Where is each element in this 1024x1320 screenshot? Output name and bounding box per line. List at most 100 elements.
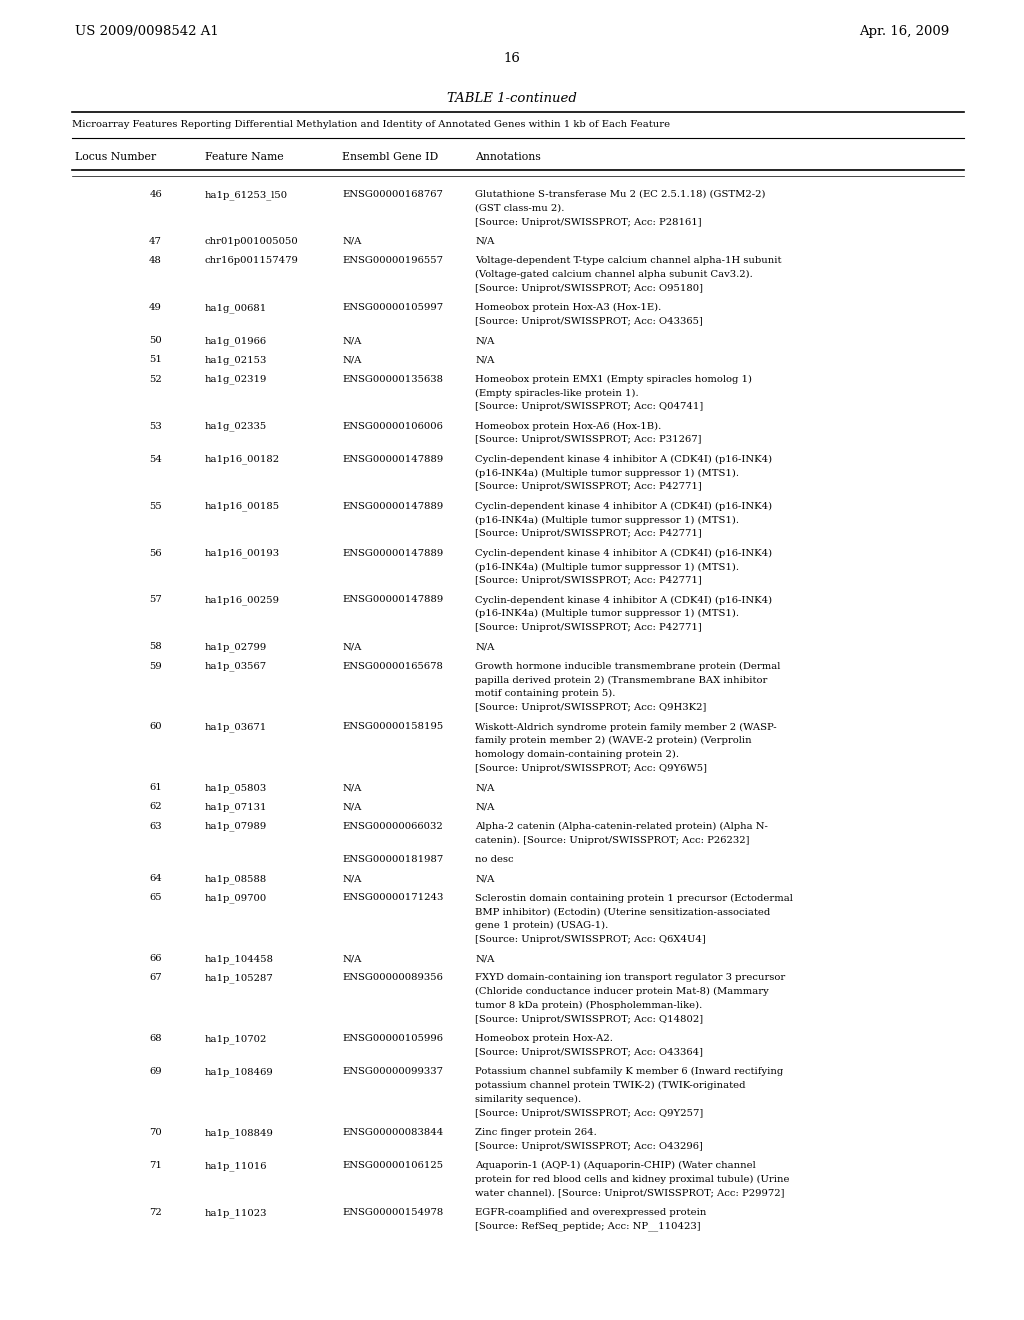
Text: ha1p_61253_l50: ha1p_61253_l50 <box>205 190 288 199</box>
Text: [Source: Uniprot/SWISSPROT; Acc: Q9Y257]: [Source: Uniprot/SWISSPROT; Acc: Q9Y257] <box>475 1109 703 1118</box>
Text: 68: 68 <box>150 1034 162 1043</box>
Text: homology domain-containing protein 2).: homology domain-containing protein 2). <box>475 750 679 759</box>
Text: N/A: N/A <box>475 803 495 812</box>
Text: ENSG00000106006: ENSG00000106006 <box>342 421 442 430</box>
Text: ENSG00000147889: ENSG00000147889 <box>342 502 443 511</box>
Text: Feature Name: Feature Name <box>205 152 284 162</box>
Text: N/A: N/A <box>342 783 361 792</box>
Text: (p16-INK4a) (Multiple tumor suppressor 1) (MTS1).: (p16-INK4a) (Multiple tumor suppressor 1… <box>475 516 739 524</box>
Text: 65: 65 <box>150 894 162 903</box>
Text: ha1g_02319: ha1g_02319 <box>205 375 267 384</box>
Text: BMP inhibitor) (Ectodin) (Uterine sensitization-associated: BMP inhibitor) (Ectodin) (Uterine sensit… <box>475 907 770 916</box>
Text: [Source: Uniprot/SWISSPROT; Acc: P28161]: [Source: Uniprot/SWISSPROT; Acc: P28161] <box>475 218 701 227</box>
Text: Microarray Features Reporting Differential Methylation and Identity of Annotated: Microarray Features Reporting Differenti… <box>72 120 670 129</box>
Text: 70: 70 <box>150 1127 162 1137</box>
Text: ha1p_10702: ha1p_10702 <box>205 1034 267 1044</box>
Text: ha1p16_00182: ha1p16_00182 <box>205 455 281 465</box>
Text: potassium channel protein TWIK-2) (TWIK-originated: potassium channel protein TWIK-2) (TWIK-… <box>475 1081 745 1090</box>
Text: N/A: N/A <box>475 874 495 883</box>
Text: Cyclin-dependent kinase 4 inhibitor A (CDK4I) (p16-INK4): Cyclin-dependent kinase 4 inhibitor A (C… <box>475 549 772 558</box>
Text: ha1g_02153: ha1g_02153 <box>205 355 267 366</box>
Text: ha1p_03567: ha1p_03567 <box>205 661 267 672</box>
Text: Voltage-dependent T-type calcium channel alpha-1H subunit: Voltage-dependent T-type calcium channel… <box>475 256 781 265</box>
Text: Homeobox protein Hox-A6 (Hox-1B).: Homeobox protein Hox-A6 (Hox-1B). <box>475 421 662 430</box>
Text: no desc: no desc <box>475 855 514 863</box>
Text: 58: 58 <box>150 643 162 651</box>
Text: Homeobox protein Hox-A3 (Hox-1E).: Homeobox protein Hox-A3 (Hox-1E). <box>475 304 662 313</box>
Text: (p16-INK4a) (Multiple tumor suppressor 1) (MTS1).: (p16-INK4a) (Multiple tumor suppressor 1… <box>475 562 739 572</box>
Text: N/A: N/A <box>475 954 495 964</box>
Text: 62: 62 <box>150 803 162 812</box>
Text: N/A: N/A <box>475 337 495 346</box>
Text: 63: 63 <box>150 821 162 830</box>
Text: 59: 59 <box>150 661 162 671</box>
Text: ha1p_05803: ha1p_05803 <box>205 783 267 793</box>
Text: EGFR-coamplified and overexpressed protein: EGFR-coamplified and overexpressed prote… <box>475 1208 707 1217</box>
Text: Wiskott-Aldrich syndrome protein family member 2 (WASP-: Wiskott-Aldrich syndrome protein family … <box>475 722 776 731</box>
Text: 64: 64 <box>150 874 162 883</box>
Text: ENSG00000105997: ENSG00000105997 <box>342 304 443 312</box>
Text: protein for red blood cells and kidney proximal tubule) (Urine: protein for red blood cells and kidney p… <box>475 1175 790 1184</box>
Text: ENSG00000171243: ENSG00000171243 <box>342 894 443 903</box>
Text: Annotations: Annotations <box>475 152 541 162</box>
Text: N/A: N/A <box>342 355 361 364</box>
Text: similarity sequence).: similarity sequence). <box>475 1094 582 1104</box>
Text: Alpha-2 catenin (Alpha-catenin-related protein) (Alpha N-: Alpha-2 catenin (Alpha-catenin-related p… <box>475 821 768 830</box>
Text: Cyclin-dependent kinase 4 inhibitor A (CDK4I) (p16-INK4): Cyclin-dependent kinase 4 inhibitor A (C… <box>475 595 772 605</box>
Text: (Empty spiracles-like protein 1).: (Empty spiracles-like protein 1). <box>475 388 639 397</box>
Text: [Source: Uniprot/SWISSPROT; Acc: O95180]: [Source: Uniprot/SWISSPROT; Acc: O95180] <box>475 284 703 293</box>
Text: family protein member 2) (WAVE-2 protein) (Verprolin: family protein member 2) (WAVE-2 protein… <box>475 737 752 746</box>
Text: ha1p_108849: ha1p_108849 <box>205 1127 273 1138</box>
Text: ENSG00000089356: ENSG00000089356 <box>342 973 442 982</box>
Text: ha1p_08588: ha1p_08588 <box>205 874 267 884</box>
Text: ENSG00000196557: ENSG00000196557 <box>342 256 443 265</box>
Text: 53: 53 <box>150 421 162 430</box>
Text: (Chloride conductance inducer protein Mat-8) (Mammary: (Chloride conductance inducer protein Ma… <box>475 987 769 997</box>
Text: Potassium channel subfamily K member 6 (Inward rectifying: Potassium channel subfamily K member 6 (… <box>475 1067 783 1076</box>
Text: N/A: N/A <box>342 337 361 346</box>
Text: ENSG00000147889: ENSG00000147889 <box>342 549 443 557</box>
Text: N/A: N/A <box>342 874 361 883</box>
Text: Sclerostin domain containing protein 1 precursor (Ectodermal: Sclerostin domain containing protein 1 p… <box>475 894 793 903</box>
Text: [Source: Uniprot/SWISSPROT; Acc: Q14802]: [Source: Uniprot/SWISSPROT; Acc: Q14802] <box>475 1015 703 1024</box>
Text: [Source: Uniprot/SWISSPROT; Acc: O43365]: [Source: Uniprot/SWISSPROT; Acc: O43365] <box>475 317 702 326</box>
Text: Cyclin-dependent kinase 4 inhibitor A (CDK4I) (p16-INK4): Cyclin-dependent kinase 4 inhibitor A (C… <box>475 455 772 463</box>
Text: 67: 67 <box>150 973 162 982</box>
Text: 52: 52 <box>150 375 162 384</box>
Text: Apr. 16, 2009: Apr. 16, 2009 <box>859 25 949 38</box>
Text: 57: 57 <box>150 595 162 605</box>
Text: [Source: Uniprot/SWISSPROT; Acc: Q9Y6W5]: [Source: Uniprot/SWISSPROT; Acc: Q9Y6W5] <box>475 764 707 772</box>
Text: ha1p_11023: ha1p_11023 <box>205 1208 267 1217</box>
Text: ha1p_11016: ha1p_11016 <box>205 1162 267 1171</box>
Text: Ensembl Gene ID: Ensembl Gene ID <box>342 152 438 162</box>
Text: ENSG00000105996: ENSG00000105996 <box>342 1034 443 1043</box>
Text: 72: 72 <box>150 1208 162 1217</box>
Text: 71: 71 <box>150 1162 162 1170</box>
Text: Glutathione S-transferase Mu 2 (EC 2.5.1.18) (GSTM2-2): Glutathione S-transferase Mu 2 (EC 2.5.1… <box>475 190 766 199</box>
Text: 54: 54 <box>150 455 162 463</box>
Text: [Source: Uniprot/SWISSPROT; Acc: P42771]: [Source: Uniprot/SWISSPROT; Acc: P42771] <box>475 529 701 539</box>
Text: (GST class-mu 2).: (GST class-mu 2). <box>475 203 564 213</box>
Text: papilla derived protein 2) (Transmembrane BAX inhibitor: papilla derived protein 2) (Transmembran… <box>475 676 767 685</box>
Text: ENSG00000066032: ENSG00000066032 <box>342 821 442 830</box>
Text: 50: 50 <box>150 337 162 346</box>
Text: N/A: N/A <box>475 643 495 651</box>
Text: N/A: N/A <box>342 643 361 651</box>
Text: 46: 46 <box>150 190 162 199</box>
Text: catenin). [Source: Uniprot/SWISSPROT; Acc: P26232]: catenin). [Source: Uniprot/SWISSPROT; Ac… <box>475 836 750 845</box>
Text: Aquaporin-1 (AQP-1) (Aquaporin-CHIP) (Water channel: Aquaporin-1 (AQP-1) (Aquaporin-CHIP) (Wa… <box>475 1162 756 1170</box>
Text: ha1p_108469: ha1p_108469 <box>205 1067 273 1077</box>
Text: Growth hormone inducible transmembrane protein (Dermal: Growth hormone inducible transmembrane p… <box>475 661 780 671</box>
Text: ha1p_105287: ha1p_105287 <box>205 973 273 983</box>
Text: Locus Number: Locus Number <box>75 152 156 162</box>
Text: [Source: Uniprot/SWISSPROT; Acc: Q04741]: [Source: Uniprot/SWISSPROT; Acc: Q04741] <box>475 403 703 412</box>
Text: Homeobox protein EMX1 (Empty spiracles homolog 1): Homeobox protein EMX1 (Empty spiracles h… <box>475 375 752 384</box>
Text: FXYD domain-containing ion transport regulator 3 precursor: FXYD domain-containing ion transport reg… <box>475 973 785 982</box>
Text: ha1p16_00193: ha1p16_00193 <box>205 549 281 558</box>
Text: [Source: Uniprot/SWISSPROT; Acc: Q9H3K2]: [Source: Uniprot/SWISSPROT; Acc: Q9H3K2] <box>475 704 707 711</box>
Text: [Source: Uniprot/SWISSPROT; Acc: P42771]: [Source: Uniprot/SWISSPROT; Acc: P42771] <box>475 482 701 491</box>
Text: N/A: N/A <box>475 783 495 792</box>
Text: ENSG00000158195: ENSG00000158195 <box>342 722 443 731</box>
Text: ENSG00000154978: ENSG00000154978 <box>342 1208 443 1217</box>
Text: chr01p001005050: chr01p001005050 <box>205 236 299 246</box>
